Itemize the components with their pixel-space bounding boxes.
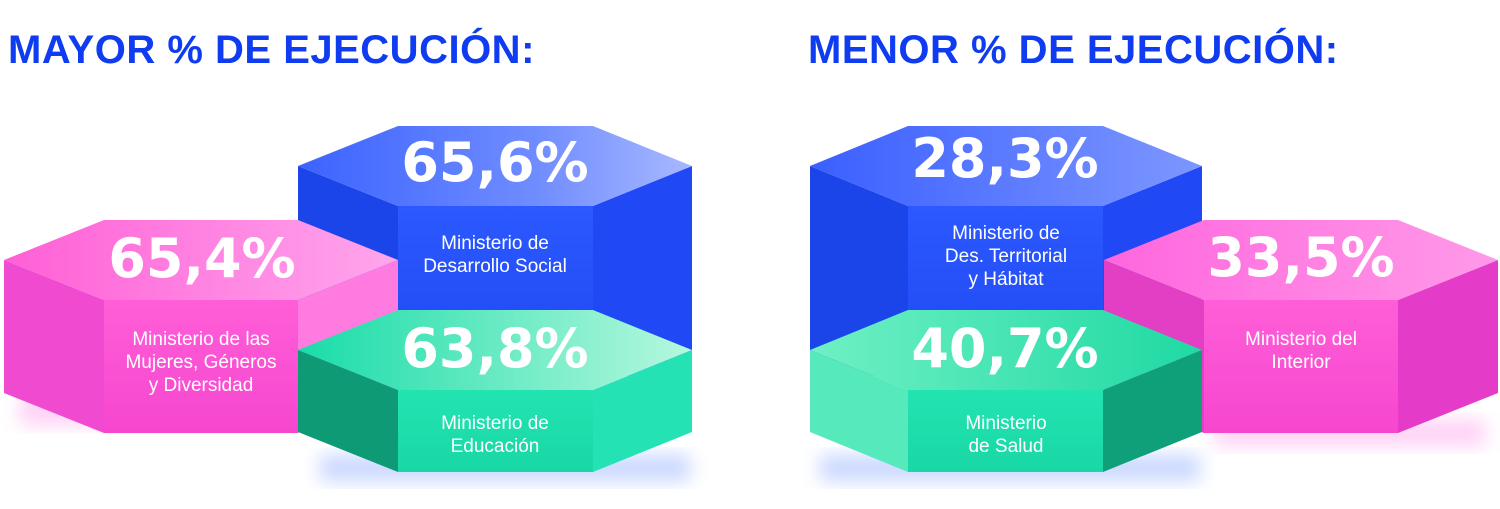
heading-menor-ejecucion: MENOR % DE EJECUCIÓN: <box>808 28 1339 72</box>
percent-educacion: 63,8% <box>401 317 589 380</box>
heading-mayor-ejecucion: MAYOR % DE EJECUCIÓN: <box>8 28 535 72</box>
block-green-educacion <box>298 310 692 472</box>
percent-salud: 40,7% <box>911 317 1099 380</box>
label-salud: Ministerio de Salud <box>965 413 1047 457</box>
percent-mujeres: 65,4% <box>108 227 296 290</box>
label-desarrollo-social: Ministerio de Desarrollo Social <box>423 233 567 277</box>
percent-interior: 33,5% <box>1207 226 1395 289</box>
label-mujeres: Ministerio de las Mujeres, Géneros y Div… <box>125 329 277 396</box>
percent-desarrollo-social: 65,6% <box>401 131 589 194</box>
label-interior: Ministerio del Interior <box>1245 329 1357 373</box>
label-educacion: Ministerio de Educación <box>441 413 549 457</box>
percent-territorial: 28,3% <box>911 127 1099 190</box>
block-green-salud <box>810 310 1202 472</box>
label-territorial: Ministerio de Des. Territorial y Hábitat <box>944 223 1068 290</box>
